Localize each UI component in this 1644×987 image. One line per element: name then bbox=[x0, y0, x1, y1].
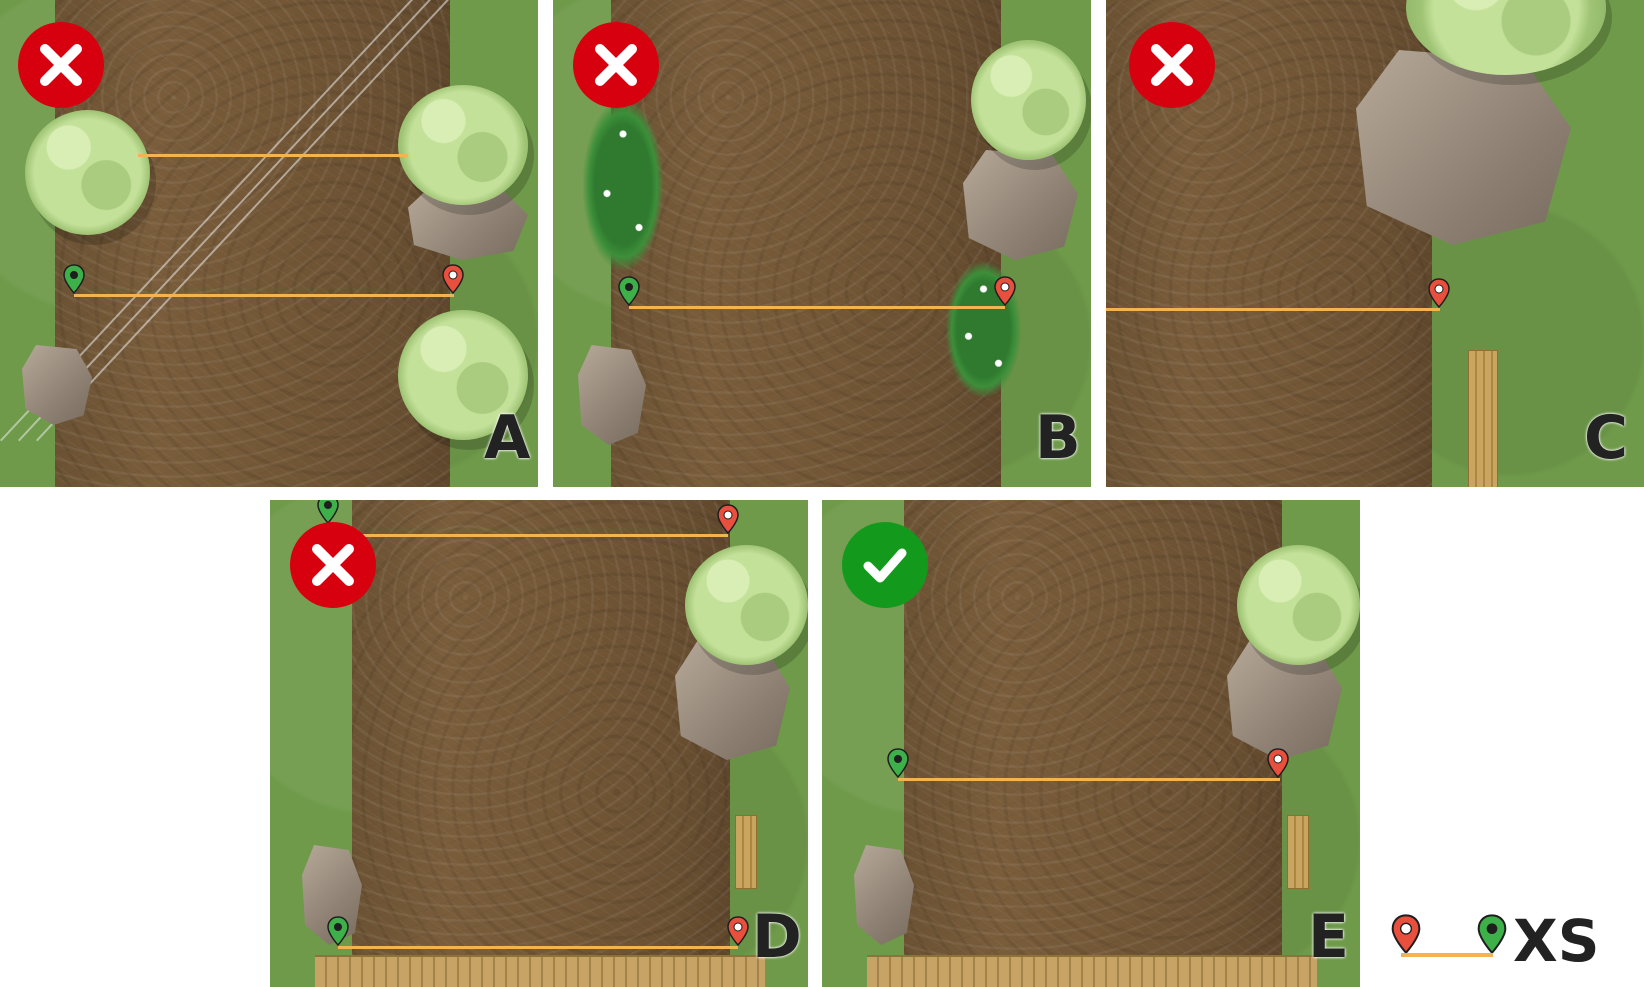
measurement-line bbox=[1106, 308, 1440, 311]
rock bbox=[578, 345, 646, 445]
measurement-line bbox=[629, 306, 1005, 309]
check-icon bbox=[863, 548, 907, 583]
legend-label: XS bbox=[1513, 907, 1600, 975]
tree bbox=[685, 545, 808, 665]
measurement-line bbox=[74, 294, 454, 297]
tree bbox=[398, 85, 528, 205]
correct-badge bbox=[842, 522, 928, 608]
red-map-pin-icon bbox=[442, 264, 464, 294]
river bbox=[904, 500, 1282, 987]
incorrect-badge bbox=[18, 22, 104, 108]
flowering-plant bbox=[583, 100, 663, 270]
red-map-pin-icon bbox=[727, 916, 749, 946]
panel-label: A bbox=[484, 403, 531, 473]
scene-panel-c: C bbox=[1106, 0, 1644, 487]
scene-panel-d: D bbox=[270, 500, 808, 987]
green-map-pin-icon bbox=[618, 276, 640, 306]
tree bbox=[971, 40, 1086, 160]
tree bbox=[25, 110, 150, 235]
x-icon bbox=[312, 544, 354, 586]
legend-line bbox=[1401, 953, 1493, 957]
red-map-pin-icon bbox=[994, 276, 1016, 306]
bench bbox=[1468, 350, 1498, 487]
fence bbox=[867, 955, 1317, 987]
x-icon bbox=[1151, 44, 1193, 86]
scene-panel-e: E bbox=[822, 500, 1360, 987]
panel-label: C bbox=[1584, 403, 1629, 473]
panel-label: E bbox=[1308, 902, 1349, 972]
red-map-pin-icon bbox=[1428, 278, 1450, 308]
green-map-pin-icon bbox=[317, 500, 339, 524]
bench bbox=[735, 815, 757, 889]
red-map-pin-icon bbox=[1391, 914, 1421, 954]
river bbox=[55, 0, 450, 487]
red-map-pin-icon bbox=[717, 504, 739, 534]
measurement-line bbox=[898, 778, 1280, 781]
incorrect-badge bbox=[573, 22, 659, 108]
fence bbox=[315, 955, 765, 987]
green-map-pin-icon bbox=[1477, 914, 1507, 954]
green-map-pin-icon bbox=[887, 748, 909, 778]
green-map-pin-icon bbox=[63, 264, 85, 294]
rock bbox=[22, 345, 92, 425]
river bbox=[352, 500, 730, 987]
incorrect-badge bbox=[1129, 22, 1215, 108]
measurement-line bbox=[358, 534, 728, 537]
rock bbox=[854, 845, 914, 945]
red-map-pin-icon bbox=[1267, 748, 1289, 778]
river bbox=[611, 0, 1001, 487]
scene-panel-b: B bbox=[553, 0, 1091, 487]
x-icon bbox=[40, 44, 82, 86]
rock bbox=[1356, 50, 1571, 245]
green-map-pin-icon bbox=[327, 916, 349, 946]
panel-label: D bbox=[752, 902, 802, 972]
bench bbox=[1287, 815, 1309, 889]
incorrect-badge bbox=[290, 522, 376, 608]
tree bbox=[398, 310, 528, 440]
measurement-line bbox=[338, 946, 738, 949]
x-icon bbox=[595, 44, 637, 86]
tree bbox=[1237, 545, 1360, 665]
panel-label: B bbox=[1035, 403, 1081, 473]
rock bbox=[963, 150, 1078, 260]
measurement-line bbox=[138, 154, 408, 157]
legend: XS bbox=[1385, 910, 1635, 980]
scene-panel-a: A bbox=[0, 0, 538, 487]
